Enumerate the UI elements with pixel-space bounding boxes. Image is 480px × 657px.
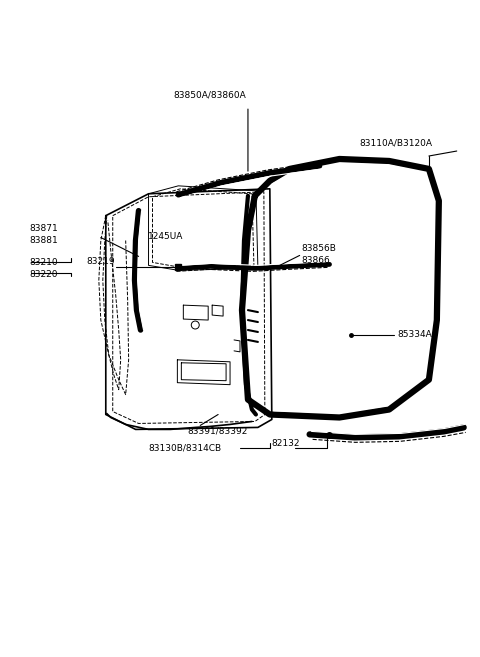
Text: 83850A/83860A: 83850A/83860A [174,90,247,99]
Text: 83881: 83881 [29,236,58,245]
Text: 83219: 83219 [86,257,115,266]
Text: 83856B: 83856B [301,244,336,253]
Text: 85334A: 85334A [397,330,432,340]
Text: 82132: 82132 [272,439,300,448]
Text: 83130B/8314CB: 83130B/8314CB [148,443,222,453]
Text: 83866: 83866 [301,256,330,265]
Text: 83110A/B3120A: 83110A/B3120A [360,139,432,148]
Text: 83871: 83871 [29,224,58,233]
Text: 83210: 83210 [29,258,58,267]
Text: 1245UA: 1245UA [147,232,183,241]
Text: 83391/83392: 83391/83392 [187,427,248,436]
Text: 83220: 83220 [29,270,58,279]
